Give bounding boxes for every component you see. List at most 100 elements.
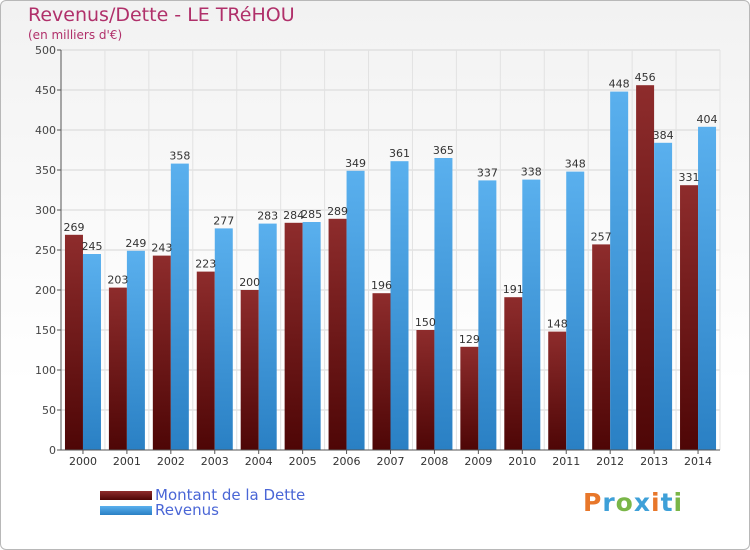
data-label-dette: 331	[679, 171, 700, 184]
x-tick-label: 2014	[684, 455, 712, 468]
bar-revenus	[566, 171, 585, 450]
logo-letter: r	[602, 488, 616, 517]
x-tick-label: 2007	[377, 455, 405, 468]
bar-revenus	[346, 170, 365, 451]
x-tick-label: 2005	[289, 455, 317, 468]
logo-letter: x	[633, 488, 651, 517]
data-label-revenus: 249	[125, 237, 146, 250]
bar-dette	[548, 331, 567, 450]
data-label-dette: 129	[459, 333, 480, 346]
bar-dette	[416, 330, 435, 450]
bar-dette	[284, 222, 303, 450]
bar-dette	[152, 255, 171, 450]
bar-dette	[64, 234, 83, 450]
bar-revenus	[126, 250, 145, 450]
x-tick-label: 2004	[245, 455, 273, 468]
bar-dette	[460, 346, 479, 450]
y-tick-label: 50	[42, 404, 56, 417]
bar-revenus	[610, 91, 629, 450]
y-tick-label: 450	[35, 84, 56, 97]
bar-revenus	[654, 142, 673, 451]
data-label-dette: 191	[503, 283, 524, 296]
data-label-dette: 456	[635, 71, 656, 84]
x-tick-label: 2001	[113, 455, 141, 468]
bar-revenus	[390, 161, 409, 450]
logo-letter: i	[673, 488, 684, 517]
bar-revenus	[82, 254, 101, 450]
bar-revenus	[214, 228, 233, 450]
bar-revenus	[170, 163, 189, 450]
x-tick-label: 2011	[552, 455, 580, 468]
x-tick-label: 2013	[640, 455, 668, 468]
x-tick-label: 2003	[201, 455, 229, 468]
x-tick-label: 2012	[596, 455, 624, 468]
data-label-dette: 148	[547, 318, 568, 331]
y-tick-label: 150	[35, 324, 56, 337]
logo-letter: i	[651, 488, 661, 517]
bar-dette	[680, 185, 699, 450]
data-label-revenus: 448	[609, 78, 630, 91]
data-label-revenus: 365	[433, 144, 454, 157]
data-label-revenus: 337	[477, 166, 498, 179]
bar-dette	[240, 290, 259, 450]
data-label-revenus: 245	[81, 240, 102, 253]
data-label-revenus: 285	[301, 208, 322, 221]
bar-revenus	[478, 180, 497, 450]
data-label-revenus: 404	[697, 113, 718, 126]
x-tick-label: 2008	[420, 455, 448, 468]
x-tick-label: 2002	[157, 455, 185, 468]
data-label-dette: 200	[239, 276, 260, 289]
data-label-revenus: 349	[345, 157, 366, 170]
y-tick-label: 400	[35, 124, 56, 137]
chart-title: Revenus/Dette - LE TRéHOU	[28, 4, 295, 26]
logo-letter: P	[583, 488, 603, 517]
chart-subtitle: (en milliers d'€)	[28, 28, 123, 42]
bar-dette	[504, 297, 523, 450]
bar-dette	[196, 271, 215, 450]
data-label-dette: 257	[591, 230, 612, 243]
y-tick-label: 300	[35, 204, 56, 217]
y-tick-label: 500	[35, 44, 56, 57]
data-label-dette: 243	[151, 242, 172, 255]
data-label-revenus: 358	[169, 150, 190, 163]
bar-dette	[108, 287, 127, 450]
data-label-revenus: 348	[565, 158, 586, 171]
data-label-revenus: 283	[257, 210, 278, 223]
y-tick-label: 100	[35, 364, 56, 377]
data-label-revenus: 338	[521, 166, 542, 179]
y-tick-label: 0	[49, 444, 56, 457]
bar-dette	[592, 244, 611, 450]
proxiti-logo: Proxiti	[583, 488, 683, 517]
logo-letter: o	[615, 488, 634, 517]
data-label-dette: 223	[195, 258, 216, 271]
data-label-revenus: 361	[389, 147, 410, 160]
legend-label-dette: Montant de la Dette	[155, 486, 306, 504]
bar-dette	[328, 218, 347, 450]
x-tick-label: 2010	[508, 455, 536, 468]
bar-revenus	[258, 223, 277, 450]
bar-revenus	[522, 179, 541, 450]
bar-revenus	[698, 126, 717, 451]
data-label-dette: 284	[283, 209, 304, 222]
legend-swatch-revenus	[100, 506, 152, 515]
x-tick-label: 2006	[333, 455, 361, 468]
bar-dette	[372, 293, 391, 450]
data-label-dette: 203	[107, 274, 128, 287]
data-label-dette: 269	[63, 221, 84, 234]
legend-swatch-dette	[100, 491, 152, 500]
data-label-revenus: 277	[213, 214, 234, 227]
data-label-dette: 150	[415, 316, 436, 329]
legend-label-revenus: Revenus	[155, 501, 219, 519]
bar-revenus	[434, 158, 453, 450]
logo-letter: t	[660, 488, 674, 517]
bar-dette	[636, 85, 655, 450]
bar-revenus	[302, 222, 321, 450]
x-tick-label: 2009	[464, 455, 492, 468]
y-tick-label: 350	[35, 164, 56, 177]
data-label-dette: 289	[327, 205, 348, 218]
data-label-revenus: 384	[653, 129, 674, 142]
x-tick-label: 2000	[69, 455, 97, 468]
y-tick-label: 200	[35, 284, 56, 297]
